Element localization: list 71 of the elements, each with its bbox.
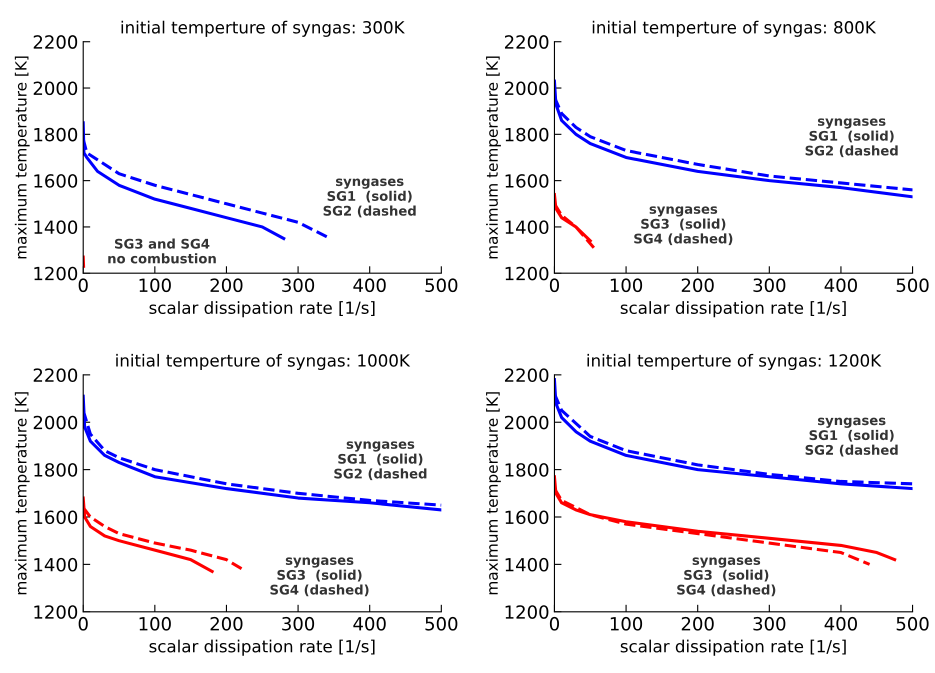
y-axis-title: maximum temperature [K] (486, 56, 501, 258)
annotation: syngases SG1 (solid) SG2 (dashed (806, 118, 898, 158)
y-tick-label: 2200 (34, 368, 78, 382)
x-tick-label: 500 (896, 278, 929, 292)
y-tick-label: 1400 (34, 558, 78, 572)
y-tick-label: 1200 (506, 266, 548, 280)
chart-title: initial temperture of syngas: 1200K (587, 354, 882, 370)
y-tick-label: 2000 (34, 416, 78, 430)
x-tick-label: 200 (210, 616, 242, 631)
x-tick-label: 100 (140, 616, 171, 631)
y-tick-label: 2200 (34, 35, 78, 49)
x-axis-title: scalar dissipation rate [1/s] (620, 640, 846, 656)
y-axis-title: maximum temperature [K] (14, 392, 30, 594)
y-tick-label: 1200 (34, 266, 78, 280)
y-tick-label: 1200 (34, 605, 78, 619)
x-tick-label: 400 (824, 278, 857, 292)
y-tick-label: 1800 (506, 128, 548, 142)
y-tick-label: 1600 (34, 174, 78, 188)
annotation: SG3 and SG4 no combustion (108, 238, 216, 264)
x-tick-label: 400 (353, 616, 386, 631)
y-tick-label: 1400 (506, 558, 548, 572)
x-tick-label: 300 (753, 278, 786, 292)
x-tick-label: 400 (824, 616, 857, 631)
x-tick-label: 0 (78, 616, 88, 631)
x-tick-label: 500 (425, 278, 458, 292)
y-tick-label: 2000 (504, 81, 548, 96)
y-tick-label: 2200 (504, 35, 548, 49)
x-tick-label: 500 (896, 616, 929, 631)
y-tick-label: 2000 (504, 416, 548, 430)
annotation: syngases SG1 (solid) SG2 (dashed (334, 441, 426, 480)
x-tick-label: 100 (140, 278, 171, 292)
annotation: syngases SG3 (solid) SG4 (dashed) (270, 557, 369, 596)
x-tick-label: 0 (78, 278, 88, 292)
y-tick-label: 1600 (34, 510, 78, 524)
x-tick-label: 300 (282, 616, 314, 631)
x-tick-label: 200 (210, 278, 242, 292)
y-tick-label: 1400 (34, 220, 78, 234)
x-tick-label: 200 (682, 616, 714, 631)
x-tick-label: 100 (610, 616, 642, 631)
x-tick-label: 0 (550, 616, 559, 631)
y-axis-title: maximum temperature [K] (486, 392, 501, 594)
y-tick-label: 1200 (506, 605, 548, 619)
y-tick-label: 2000 (34, 81, 78, 96)
x-tick-label: 200 (682, 278, 714, 292)
y-tick-label: 1800 (34, 128, 78, 142)
x-tick-label: 0 (550, 278, 559, 292)
x-tick-label: 100 (610, 278, 642, 292)
x-tick-label: 300 (753, 616, 786, 631)
line-series (83, 394, 442, 512)
line-series (554, 80, 913, 198)
y-tick-label: 1800 (34, 463, 78, 477)
chart-title: initial temperture of syngas: 300K (122, 20, 405, 37)
line-series (554, 378, 913, 490)
annotation: syngases SG3 (solid) SG4 (dashed) (677, 557, 776, 596)
y-tick-label: 1800 (506, 463, 548, 477)
annotation: syngases SG1 (solid) SG2 (dashed (806, 418, 898, 456)
chart-title: initial temperture of syngas: 1000K (116, 354, 410, 370)
y-tick-label: 1600 (506, 510, 548, 524)
x-tick-label: 500 (425, 616, 458, 631)
y-axis-title: maximum temperature [K] (14, 56, 30, 258)
annotation: syngases SG3 (solid) SG4 (dashed) (634, 206, 732, 246)
y-tick-label: 1400 (506, 220, 548, 234)
x-axis-title: scalar dissipation rate [1/s] (150, 640, 375, 656)
x-tick-label: 300 (282, 278, 314, 292)
x-axis-title: scalar dissipation rate [1/s] (620, 301, 846, 318)
y-tick-label: 1600 (506, 174, 548, 188)
y-tick-label: 2200 (504, 368, 548, 382)
annotation: syngases SG1 (solid) SG2 (dashed (324, 178, 416, 218)
x-axis-title: scalar dissipation rate [1/s] (150, 301, 375, 318)
x-tick-label: 400 (353, 278, 386, 292)
chart-title: initial temperture of syngas: 800K (592, 20, 876, 37)
